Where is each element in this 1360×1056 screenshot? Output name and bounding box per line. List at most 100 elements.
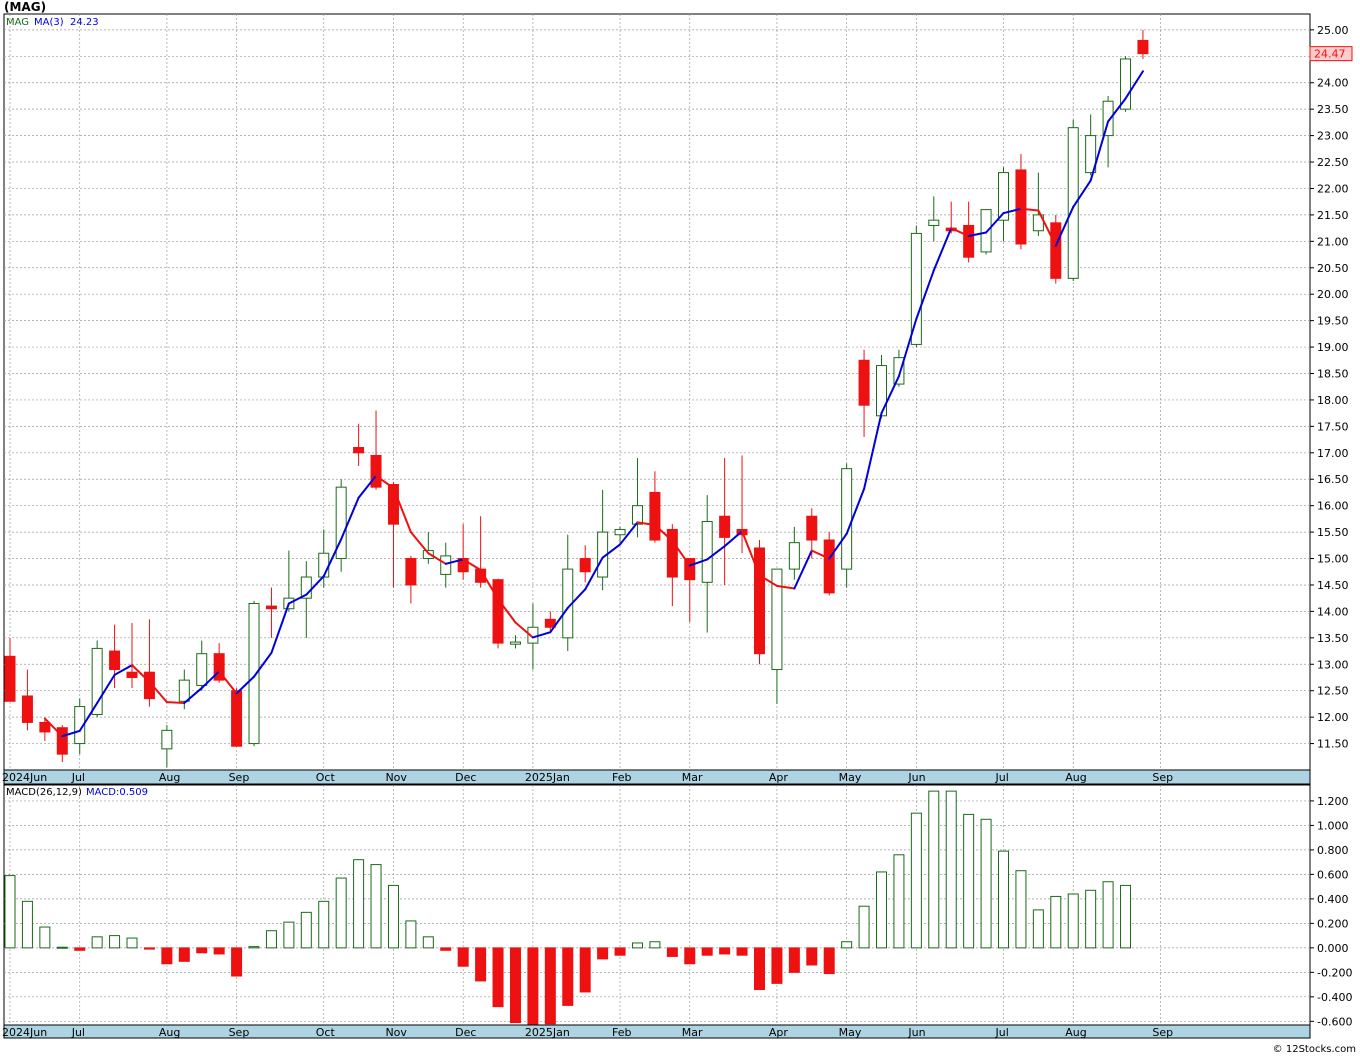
price-y-tick-label: 13.00 — [1317, 658, 1349, 671]
price-x-tick-label: Apr — [769, 771, 789, 784]
macd-y-tick-label: 1.200 — [1317, 795, 1349, 808]
candle-body-down — [1137, 39, 1149, 55]
candle-body-down — [265, 605, 277, 610]
candle — [823, 532, 835, 596]
ma-segment — [1089, 120, 1110, 182]
macd-bar-negative — [701, 947, 713, 956]
macd-bars — [4, 790, 1132, 1028]
macd-x-tick-label: Jul — [71, 1026, 85, 1039]
macd-y-tick-label: 0.600 — [1317, 868, 1349, 881]
price-y-tick-label: 13.50 — [1317, 632, 1349, 645]
price-x-tick-label: Aug — [1065, 771, 1086, 784]
legend-ma-value: 24.23 — [70, 17, 99, 28]
price-x-tick-label: 2025Jan — [525, 771, 570, 784]
legend-ma-label: MA(3) — [34, 17, 64, 28]
macd-x-tick-label: 2024Jun — [2, 1026, 47, 1039]
macd-bar-negative — [579, 947, 591, 993]
ma-segment — [270, 602, 290, 654]
candle — [231, 688, 243, 747]
candle-body-up — [161, 729, 173, 750]
ma-segment — [793, 549, 813, 590]
candle — [196, 640, 208, 691]
macd-plot-frame — [3, 784, 1311, 1026]
candle-body-up — [74, 706, 86, 745]
price-panel: 11.50 12.00 12.50 13.00 13.50 14.00 14.50 15.00… — [2, 13, 1349, 785]
candle — [4, 637, 16, 702]
candle — [422, 532, 434, 564]
ma-segment — [43, 717, 64, 738]
macd-bar-positive — [928, 790, 940, 949]
candle-body-down — [719, 515, 731, 538]
last-price-tag: 24.47 — [1309, 46, 1353, 62]
candle-body-up — [701, 521, 713, 583]
macd-bar-positive — [56, 946, 68, 949]
macd-y-tick-label: 0.800 — [1317, 844, 1349, 857]
price-y-tick-label: 25.00 — [1317, 24, 1349, 37]
macd-x-tick-label: Sep — [1152, 1026, 1173, 1039]
candle — [1050, 214, 1062, 284]
ma-segment — [706, 545, 726, 561]
ma-segment — [1107, 97, 1127, 123]
ma-segment — [1072, 179, 1092, 208]
candle-body-down — [39, 721, 51, 733]
price-x-tick-label: Sep — [1152, 771, 1173, 784]
candle — [21, 669, 33, 731]
ma-segment — [322, 538, 343, 578]
macd-bar-positive — [1015, 870, 1027, 949]
candle — [631, 458, 643, 538]
macd-legend-label: MACD(26,12,9) — [6, 787, 82, 798]
macd-x-tick-label: 2025Jan — [525, 1026, 570, 1039]
ma-segment — [200, 670, 221, 690]
candle-body-down — [1050, 222, 1062, 279]
macd-bar-negative — [457, 947, 469, 967]
candle — [213, 643, 225, 683]
ma-segment — [253, 651, 273, 678]
macd-x-tick-label: Mar — [682, 1026, 703, 1039]
price-x-tick-label: Mar — [682, 771, 703, 784]
price-x-tick-label: Nov — [385, 771, 407, 784]
price-x-tick-label: Jul — [71, 771, 85, 784]
price-date-axis-band — [3, 769, 1311, 785]
candle-body-down — [806, 515, 818, 541]
macd-panel: -0.600 -0.400 -0.200 0.000 0.200 0.400 0.600 0.… — [2, 784, 1352, 1039]
ma-segment — [1124, 70, 1144, 100]
candle-body-up — [771, 568, 783, 671]
last-price-tag-label: 24.47 — [1314, 48, 1346, 61]
macd-bar-negative — [666, 947, 678, 957]
macd-x-tick-label: Aug — [159, 1026, 180, 1039]
macd-bar-negative — [527, 947, 539, 1028]
ma-segment — [636, 521, 656, 527]
price-y-tick-label: 23.00 — [1317, 130, 1349, 143]
candle — [614, 526, 626, 543]
macd-bar-positive — [318, 900, 330, 949]
macd-y-tick-label: -0.400 — [1317, 991, 1352, 1004]
ma-segment — [723, 530, 744, 548]
candle-body-up — [196, 653, 208, 686]
candle-body-down — [143, 671, 155, 700]
ma-segment — [985, 212, 1005, 234]
ma-segment — [880, 375, 900, 415]
ma-segment — [113, 664, 134, 676]
price-x-tick-label: Dec — [455, 771, 476, 784]
candle — [806, 508, 818, 559]
macd-bar-negative — [231, 947, 243, 977]
ma-segment — [444, 558, 465, 565]
chart-title: (MAG) — [4, 0, 46, 14]
ma-segment — [915, 269, 935, 320]
ma-segment — [932, 227, 953, 272]
macd-bar-positive — [387, 884, 399, 949]
macd-bar-positive — [422, 936, 434, 949]
price-x-tick-label: Oct — [316, 771, 336, 784]
ma-segment — [235, 675, 256, 695]
candle-body-up — [998, 172, 1010, 221]
macd-bar-positive — [980, 818, 992, 949]
macd-bar-negative — [823, 947, 835, 975]
candle-body-up — [893, 357, 905, 385]
macd-bar-negative — [788, 947, 800, 973]
ma-segment — [497, 598, 517, 624]
price-y-tick-label: 12.50 — [1317, 685, 1349, 698]
candle-body-up — [928, 219, 940, 226]
candle-body-down — [405, 558, 417, 586]
candle — [126, 623, 138, 689]
ma-segment — [671, 539, 691, 567]
